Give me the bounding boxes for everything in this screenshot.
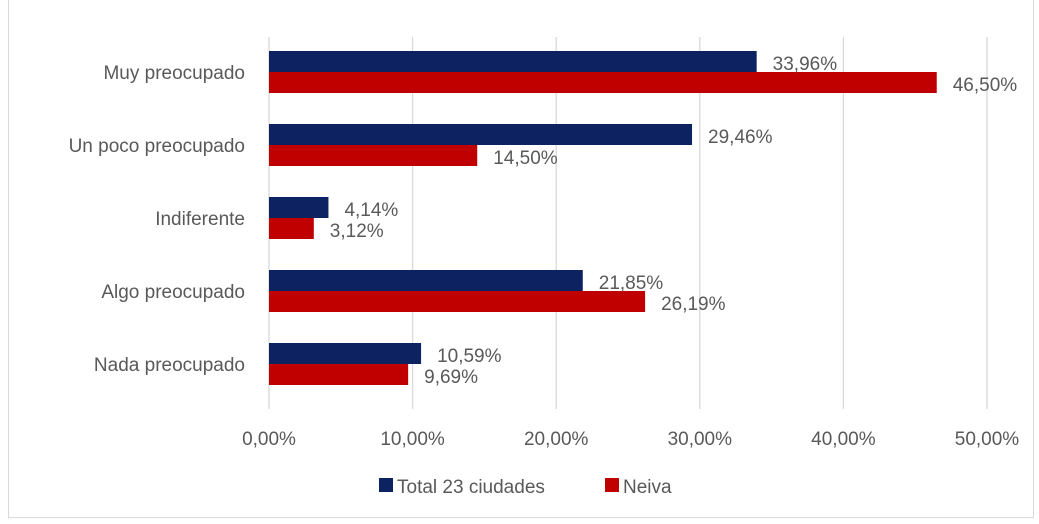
x-tick-label: 10,00%	[380, 429, 445, 450]
bar-neiva	[269, 145, 478, 166]
bar-total	[269, 270, 583, 291]
x-tick-label: 30,00%	[668, 429, 733, 450]
data-label: 10,59%	[437, 346, 502, 367]
legend: Total 23 ciudades Neiva	[379, 477, 672, 498]
bar-total	[269, 343, 422, 364]
x-tick-label: 20,00%	[524, 429, 589, 450]
data-label: 33,96%	[773, 54, 838, 75]
category-labels: Muy preocupado Un poco preocupado Indifere…	[69, 63, 245, 376]
bar-neiva	[269, 72, 937, 93]
chart-frame: 33,96% 46,50% 29,46% 14,50% 4,14% 3,12% 21,85%…	[8, 0, 1034, 518]
bars	[269, 51, 937, 385]
category-label: Un poco preocupado	[69, 136, 245, 157]
legend-label: Neiva	[623, 477, 672, 498]
bar-neiva	[269, 364, 409, 385]
legend-swatch	[605, 478, 619, 492]
legend-label: Total 23 ciudades	[397, 477, 545, 498]
bar-chart: 33,96% 46,50% 29,46% 14,50% 4,14%3,12% 21,85%…	[69, 37, 1019, 498]
data-label: 26,19%	[661, 294, 726, 315]
data-label: 29,46%	[708, 127, 773, 148]
x-tick-label: 40,00%	[811, 429, 876, 450]
bar-total	[269, 124, 693, 145]
bar-neiva	[269, 218, 314, 239]
x-axis-tick-labels: 0,00% 10,00% 20,00% 30,00% 40,00% 50,00%	[242, 429, 1019, 450]
data-label: 4,14%	[344, 200, 398, 221]
data-label: 9,69%	[424, 367, 478, 388]
bar-neiva	[269, 291, 646, 312]
category-label: Algo preocupado	[101, 282, 245, 303]
data-label: 46,50%	[953, 75, 1018, 96]
data-label: 14,50%	[493, 148, 558, 169]
legend-swatch	[379, 478, 393, 492]
data-label: 21,85%	[599, 273, 664, 294]
category-label: Nada preocupado	[94, 355, 245, 376]
category-label: Indiferente	[155, 209, 245, 230]
bar-total	[269, 51, 757, 72]
category-label: Muy preocupado	[103, 63, 245, 84]
data-label: 3,12%	[330, 221, 384, 242]
x-tick-label: 0,00%	[242, 429, 296, 450]
bar-total	[269, 197, 329, 218]
x-tick-label: 50,00%	[955, 429, 1020, 450]
data-labels: 33,96% 46,50% 29,46% 14,50% 4,14%3,12% 21,85%…	[330, 54, 1017, 388]
